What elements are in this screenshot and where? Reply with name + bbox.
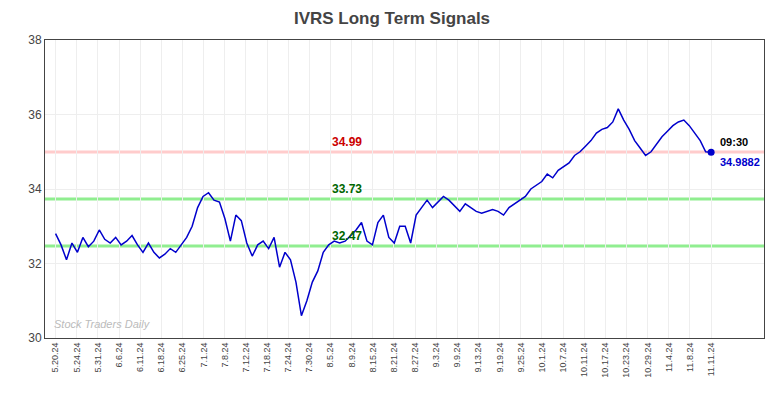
svg-text:30: 30 xyxy=(28,331,42,345)
svg-text:8.27.24: 8.27.24 xyxy=(410,343,420,373)
svg-text:6.18.24: 6.18.24 xyxy=(156,343,166,373)
svg-text:9.25.24: 9.25.24 xyxy=(516,343,526,373)
svg-text:7.18.24: 7.18.24 xyxy=(262,343,272,373)
svg-text:9.9.24: 9.9.24 xyxy=(452,343,462,368)
svg-text:34.99: 34.99 xyxy=(332,135,362,149)
svg-text:9.19.24: 9.19.24 xyxy=(495,343,505,373)
svg-text:7.1.24: 7.1.24 xyxy=(199,343,209,368)
svg-text:10.11.24: 10.11.24 xyxy=(579,343,589,377)
svg-text:5.31.24: 5.31.24 xyxy=(93,343,103,373)
svg-text:8.5.24: 8.5.24 xyxy=(325,343,335,368)
svg-text:8.15.24: 8.15.24 xyxy=(368,343,378,373)
svg-text:34.9882: 34.9882 xyxy=(720,156,760,168)
svg-text:10.23.24: 10.23.24 xyxy=(621,343,631,378)
svg-text:34: 34 xyxy=(28,182,42,196)
svg-text:09:30: 09:30 xyxy=(720,136,748,148)
svg-text:7.8.24: 7.8.24 xyxy=(220,343,230,368)
svg-text:6.11.24: 6.11.24 xyxy=(135,343,145,372)
svg-text:8.21.24: 8.21.24 xyxy=(389,343,399,373)
svg-text:7.24.24: 7.24.24 xyxy=(283,343,293,373)
svg-text:11.8.24: 11.8.24 xyxy=(685,343,695,372)
svg-text:8.9.24: 8.9.24 xyxy=(347,343,357,368)
svg-text:36: 36 xyxy=(28,108,42,122)
svg-text:38: 38 xyxy=(28,33,42,47)
svg-text:5.20.24: 5.20.24 xyxy=(50,343,60,373)
svg-text:10.17.24: 10.17.24 xyxy=(600,343,610,378)
svg-text:6.6.24: 6.6.24 xyxy=(114,343,124,368)
svg-text:32: 32 xyxy=(28,257,42,271)
svg-text:33.73: 33.73 xyxy=(332,182,362,196)
svg-text:11.4.24: 11.4.24 xyxy=(664,343,674,372)
svg-text:10.1.24: 10.1.24 xyxy=(537,343,547,373)
svg-text:6.25.24: 6.25.24 xyxy=(177,343,187,373)
svg-text:10.7.24: 10.7.24 xyxy=(558,343,568,373)
svg-text:5.24.24: 5.24.24 xyxy=(72,343,82,373)
svg-text:9.3.24: 9.3.24 xyxy=(431,343,441,368)
svg-text:Stock Traders Daily: Stock Traders Daily xyxy=(54,318,151,330)
svg-text:IVRS Long Term Signals: IVRS Long Term Signals xyxy=(294,9,490,28)
svg-text:32.47: 32.47 xyxy=(332,229,362,243)
svg-text:11.11.24: 11.11.24 xyxy=(706,343,716,377)
svg-text:9.13.24: 9.13.24 xyxy=(473,343,483,373)
svg-text:10.29.24: 10.29.24 xyxy=(643,343,653,378)
svg-text:7.30.24: 7.30.24 xyxy=(304,343,314,373)
svg-text:7.12.24: 7.12.24 xyxy=(241,343,251,373)
